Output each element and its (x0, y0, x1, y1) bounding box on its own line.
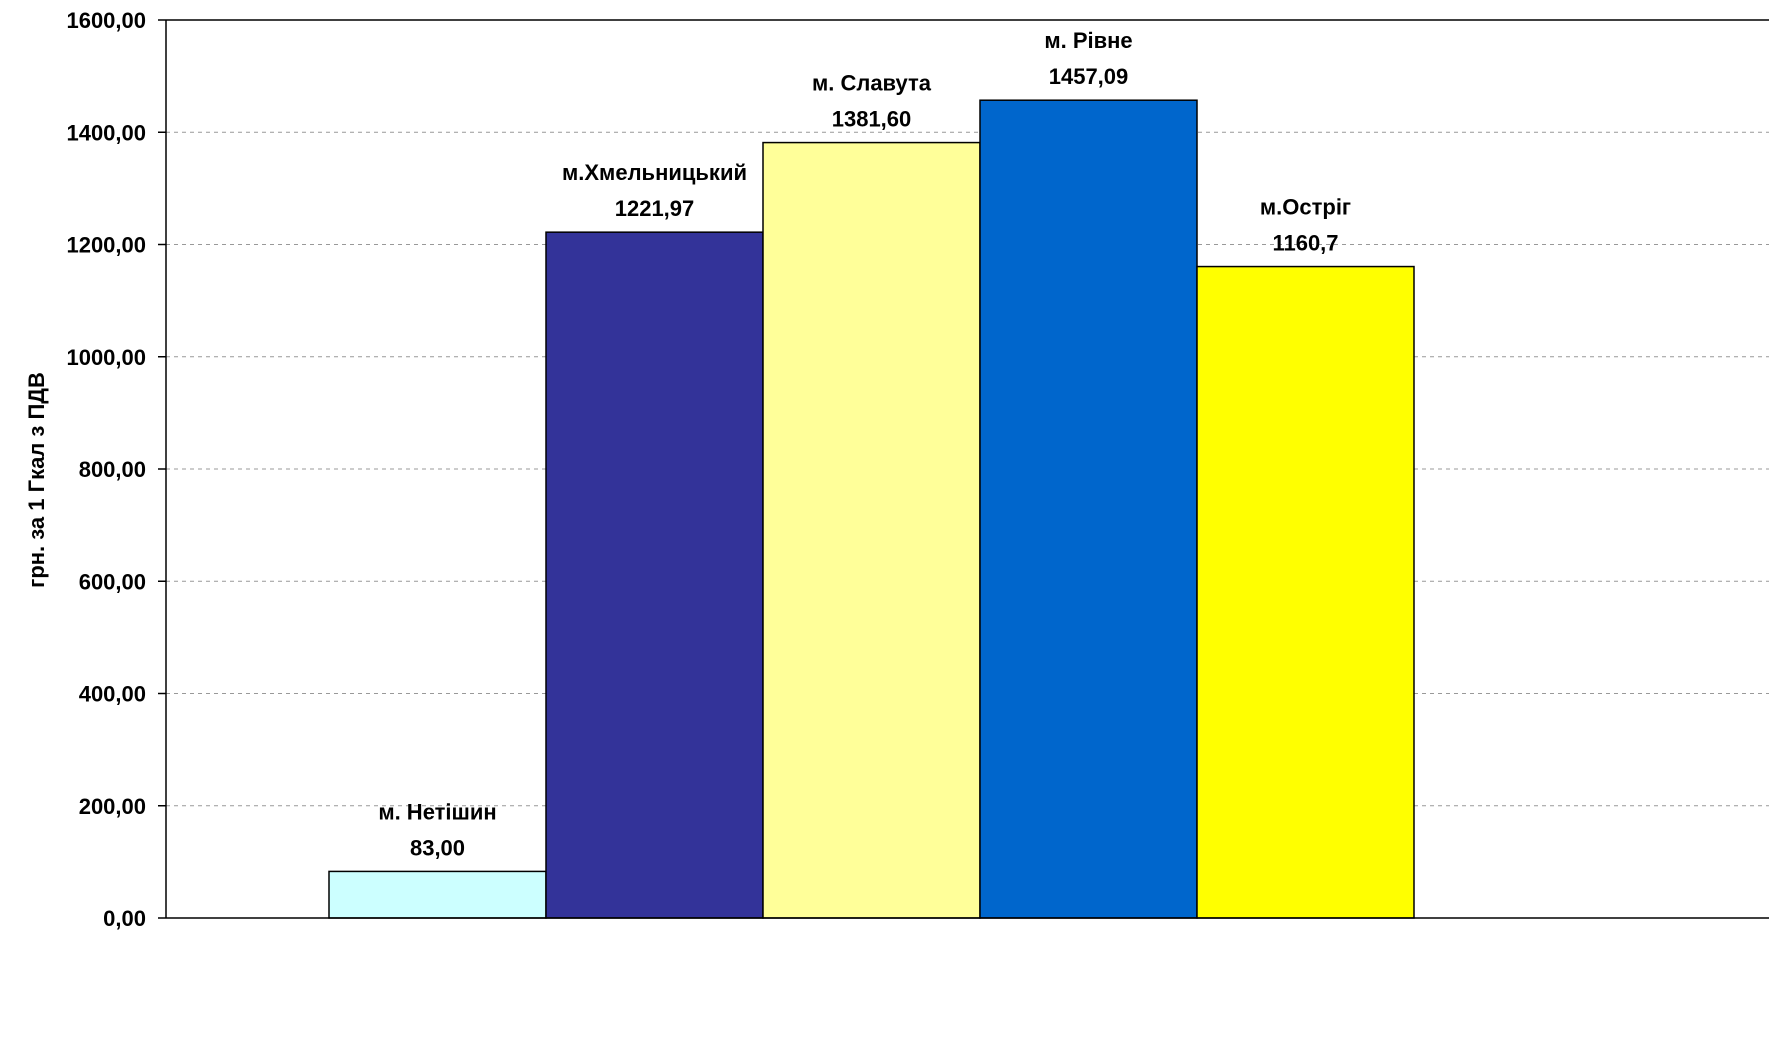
bar (545, 231, 764, 919)
bar-value-label: 1381,60 (832, 107, 912, 132)
bar-category-label: м. Нетішин (378, 799, 496, 824)
y-tick-label: 200,00 (79, 794, 146, 819)
bar-value-label: 1160,7 (1272, 231, 1338, 256)
bar-category-label: м.Хмельницький (562, 160, 747, 185)
y-axis-title: грн. за 1 Гкал з ПДВ (24, 372, 49, 588)
bar (979, 99, 1198, 919)
bar-value-label: 1221,97 (615, 196, 695, 221)
y-tick-label: 1400,00 (66, 120, 146, 145)
bar (1196, 265, 1415, 919)
y-tick-label: 600,00 (79, 569, 146, 594)
y-tick-label: 1000,00 (66, 345, 146, 370)
y-tick-label: 1200,00 (66, 233, 146, 258)
y-ticks: 0,00 200,00 400,00 600,00 800,00 1000,00 1200,… (66, 8, 166, 931)
y-tick-label: 800,00 (79, 457, 146, 482)
bar-category-label: м.Остріг (1260, 195, 1351, 220)
y-tick-label: 400,00 (79, 682, 146, 707)
bar-value-label: 1457,09 (1049, 64, 1129, 89)
bars (328, 99, 1415, 919)
bar (328, 870, 547, 919)
y-tick-label: 0,00 (103, 906, 146, 931)
bar-category-label: м. Рівне (1044, 28, 1132, 53)
bar-value-label: 83,00 (410, 835, 465, 860)
bar-labels: м. Нетішин 83,00 м.Хмельницький 1221,97 м. С… (378, 28, 1351, 860)
bar (762, 141, 981, 919)
bar-category-label: м. Славута (812, 71, 932, 96)
y-tick-label: 1600,00 (66, 8, 146, 33)
